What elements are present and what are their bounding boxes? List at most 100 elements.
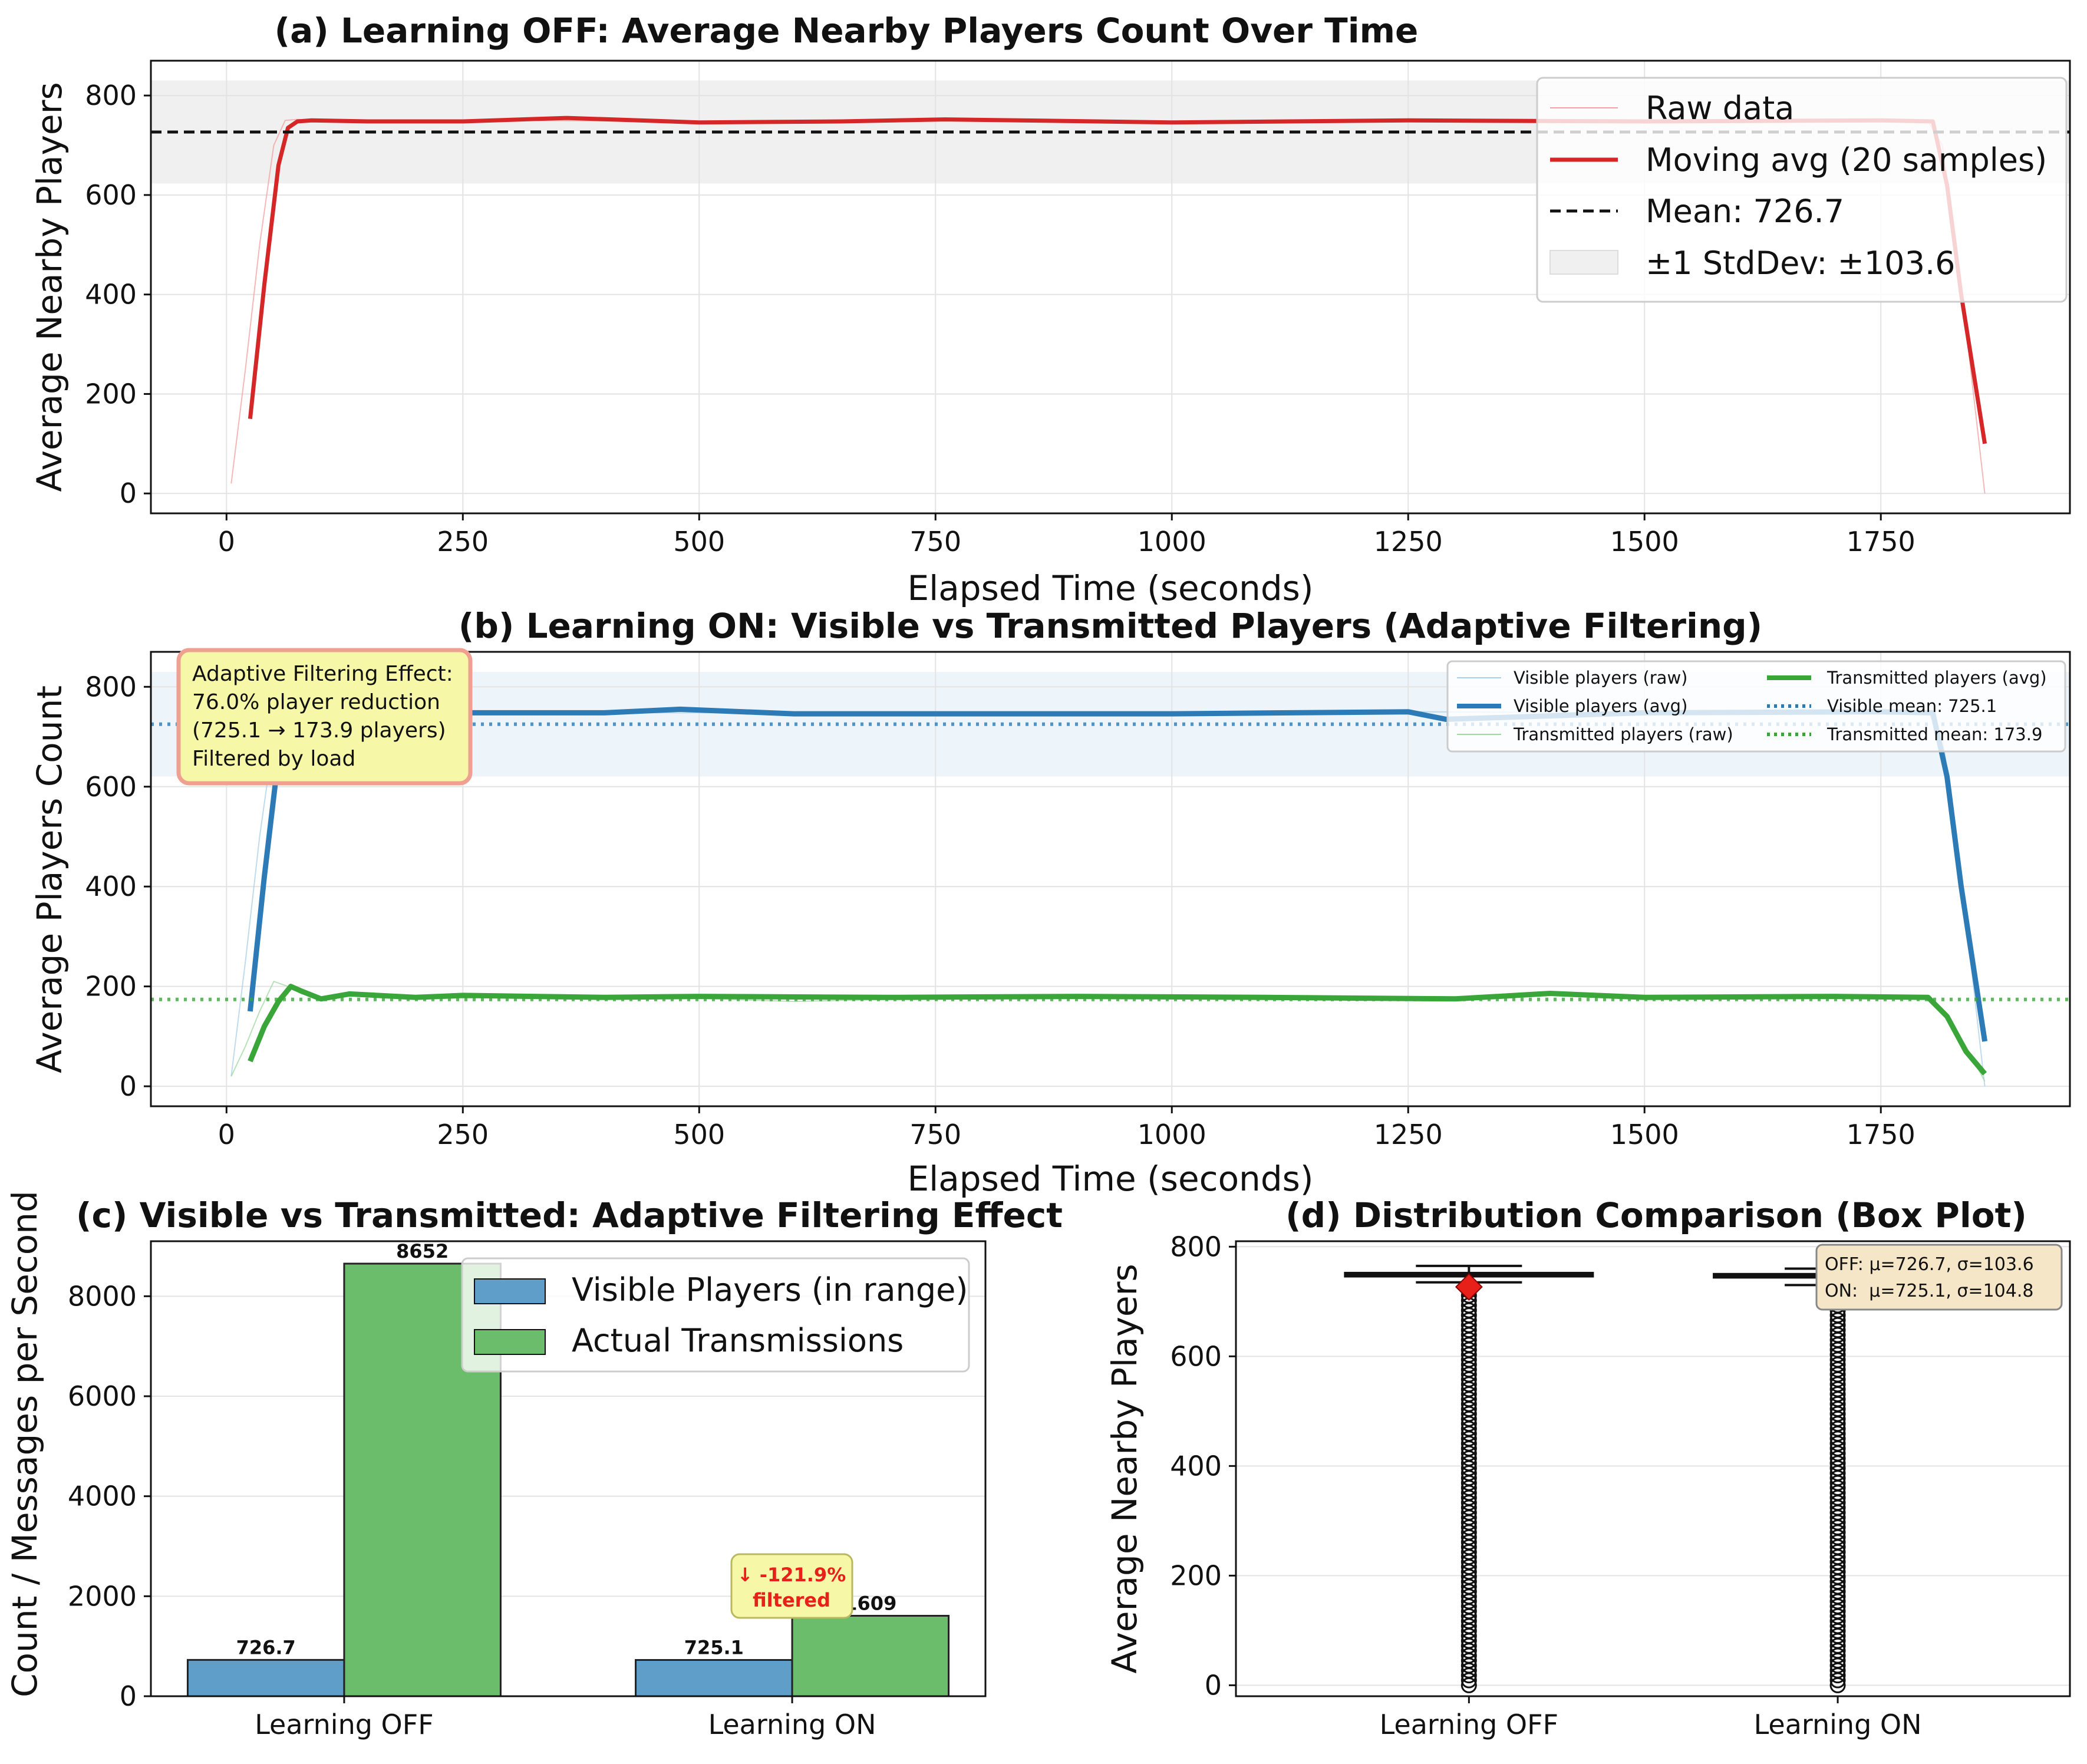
x-tick-label: 750 — [909, 1119, 961, 1150]
stats-line-on: ON: μ=725.1, σ=104.8 — [1825, 1281, 2033, 1301]
y-tick-label: 400 — [1170, 1450, 1222, 1482]
panel-a-xlabel: Elapsed Time (seconds) — [908, 568, 1314, 608]
legend-label-actual-transmissions: Actual Transmissions — [572, 1322, 904, 1359]
x-tick-label: 1750 — [1847, 1119, 1915, 1150]
annotation-line-4: Filtered by load — [192, 747, 355, 771]
y-tick-label: 800 — [85, 80, 137, 111]
x-tick-label: 250 — [437, 526, 489, 558]
y-tick-label: 0 — [120, 1070, 137, 1102]
annotation-line-2: 76.0% player reduction — [192, 690, 440, 714]
bar — [186, 1659, 345, 1697]
legend-label-visible-mean: Visible mean: 725.1 — [1827, 696, 1997, 716]
legend-label-transmitted-mean: Transmitted mean: 173.9 — [1826, 724, 2042, 744]
x-tick-label: Learning ON — [708, 1709, 876, 1740]
x-tick-label: 500 — [673, 526, 725, 558]
panel-b-title: (b) Learning ON: Visible vs Transmitted … — [459, 606, 1762, 646]
y-tick-label: 2000 — [68, 1580, 137, 1612]
legend-label-moving-avg: Moving avg (20 samples) — [1646, 141, 2047, 179]
x-tick-label: 1250 — [1374, 526, 1443, 558]
annotation-line-1: Adaptive Filtering Effect: — [192, 662, 453, 686]
panel-c-legend: Visible Players (in range) Actual Transm… — [461, 1257, 970, 1373]
panel-a-ylabel: Average Nearby Players — [29, 82, 70, 492]
panel-c-frame — [150, 1240, 987, 1697]
panel-b: (b) Learning ON: Visible vs Transmitted … — [29, 606, 2071, 1199]
panel-b-annotation: Adaptive Filtering Effect: 76.0% player … — [176, 648, 473, 786]
legend-label-visible-players: Visible Players (in range) — [572, 1271, 968, 1308]
y-tick-label: 200 — [85, 378, 137, 410]
panel-b-frame — [150, 651, 2071, 1107]
x-tick-label: 1000 — [1138, 1119, 1206, 1150]
y-tick-label: 400 — [85, 871, 137, 902]
legend-swatch-visible-players — [474, 1278, 546, 1304]
y-tick-label: 800 — [85, 671, 137, 703]
legend-label-visible-raw: Visible players (raw) — [1514, 668, 1687, 688]
filtered-annotation-box — [730, 1553, 853, 1619]
legend-label-transmitted-avg: Transmitted players (avg) — [1826, 668, 2047, 688]
legend-label-mean: Mean: 726.7 — [1646, 193, 1844, 230]
y-tick-label: 600 — [85, 179, 137, 211]
series-line-3 — [248, 984, 1987, 1076]
panel-a: (a) Learning OFF: Average Nearby Players… — [29, 11, 2071, 608]
x-tick-label: Learning OFF — [1380, 1709, 1558, 1740]
x-tick-label: 1000 — [1138, 526, 1206, 558]
panel-b-legend-box — [1446, 660, 2066, 753]
legend-swatch-actual-transmissions — [474, 1329, 546, 1355]
panel-c: (c) Visible vs Transmitted: Adaptive Fil… — [5, 1191, 1063, 1740]
legend-label-visible-avg: Visible players (avg) — [1514, 696, 1687, 716]
legend-label-std: ±1 StdDev: ±103.6 — [1646, 245, 1956, 282]
y-tick-label: 8000 — [68, 1280, 137, 1312]
panel-d: (d) Distribution Comparison (Box Plot) 0… — [1105, 1195, 2071, 1740]
mean-marker — [1455, 1273, 1483, 1301]
y-tick-label: 600 — [1170, 1340, 1222, 1372]
y-tick-label: 200 — [1170, 1559, 1222, 1591]
x-tick-label: 250 — [437, 1119, 489, 1150]
x-tick-label: 1500 — [1610, 1119, 1679, 1150]
x-tick-label: 0 — [218, 1119, 235, 1150]
y-tick-label: 200 — [85, 971, 137, 1003]
bar — [791, 1615, 950, 1697]
panel-c-legend-box — [461, 1257, 970, 1373]
panel-c-annotation: ↓ -121.9% filtered — [730, 1553, 853, 1619]
panel-d-title: (d) Distribution Comparison (Box Plot) — [1285, 1195, 2027, 1235]
panel-d-ylabel: Average Nearby Players — [1105, 1264, 1145, 1673]
bar-value-label: 725.1 — [684, 1636, 744, 1659]
y-tick-label: 4000 — [68, 1481, 137, 1512]
panel-b-xlabel: Elapsed Time (seconds) — [908, 1159, 1314, 1199]
x-tick-label: 1750 — [1847, 526, 1915, 558]
panel-a-legend: Raw data Moving avg (20 samples) Mean: 7… — [1536, 77, 2068, 303]
x-tick-label: Learning OFF — [255, 1709, 433, 1740]
bar — [635, 1659, 793, 1697]
x-tick-label: 500 — [673, 1119, 725, 1150]
bar-value-label: 8652 — [396, 1240, 449, 1262]
panel-b-ylabel: Average Players Count — [29, 685, 70, 1073]
stats-box — [1815, 1244, 2063, 1311]
legend-label-transmitted-raw: Transmitted players (raw) — [1513, 724, 1733, 744]
stats-line-off: OFF: μ=726.7, σ=103.6 — [1825, 1254, 2034, 1275]
x-tick-label: 1250 — [1374, 1119, 1443, 1150]
panel-d-frame — [1235, 1240, 2071, 1697]
legend-swatch-std — [1549, 250, 1618, 275]
panel-b-legend: Visible players (raw) Visible players (a… — [1446, 660, 2066, 753]
panel-a-title: (a) Learning OFF: Average Nearby Players… — [275, 11, 1419, 51]
panel-a-frame — [150, 60, 2071, 515]
x-tick-label: 750 — [909, 526, 961, 558]
y-tick-label: 0 — [120, 1680, 137, 1712]
annotation-box — [176, 648, 473, 786]
bar-value-label: 726.7 — [236, 1636, 296, 1659]
x-tick-label: Learning ON — [1754, 1709, 1922, 1740]
y-tick-label: 0 — [120, 477, 137, 509]
y-tick-label: 0 — [1205, 1669, 1222, 1701]
filtered-annotation-line-2: filtered — [753, 1589, 830, 1611]
y-tick-label: 800 — [1170, 1231, 1222, 1262]
panel-c-ylabel: Count / Messages per Second — [5, 1191, 45, 1697]
y-tick-label: 600 — [85, 771, 137, 803]
legend-label-raw: Raw data — [1646, 90, 1794, 127]
filtered-annotation-line-1: ↓ -121.9% — [737, 1564, 846, 1586]
panel-a-legend-box — [1536, 77, 2068, 303]
panel-d-stats: OFF: μ=726.7, σ=103.6 ON: μ=725.1, σ=104… — [1815, 1244, 2063, 1311]
x-tick-label: 1500 — [1610, 526, 1679, 558]
annotation-line-3: (725.1 → 173.9 players) — [192, 718, 446, 743]
x-tick-label: 0 — [218, 526, 235, 558]
